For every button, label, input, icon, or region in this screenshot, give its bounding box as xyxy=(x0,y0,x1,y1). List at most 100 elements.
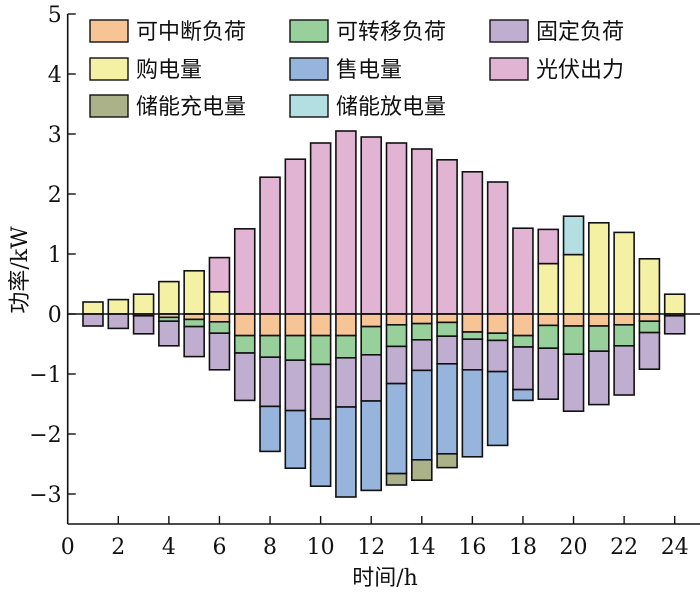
x-tick-label: 6 xyxy=(212,535,226,560)
y-tick-label: 3 xyxy=(48,123,62,148)
legend-label: 可转移负荷 xyxy=(336,20,446,45)
bar-segment xyxy=(158,280,180,315)
bar-segment xyxy=(309,418,332,487)
legend-swatch xyxy=(289,19,329,43)
bar-segment xyxy=(436,362,458,455)
bar-segment xyxy=(512,227,534,315)
y-tick-label: 5 xyxy=(48,3,62,28)
x-tick-label: 18 xyxy=(509,535,537,560)
y-tick-label: 2 xyxy=(48,183,62,208)
bar-segment xyxy=(259,176,281,315)
legend-swatch xyxy=(89,19,129,43)
bar-segment xyxy=(360,136,383,315)
bar-segment xyxy=(537,347,560,401)
bar-segment xyxy=(309,142,332,315)
bar-segment xyxy=(385,313,408,326)
bar-segment xyxy=(208,256,231,293)
bar-segment xyxy=(638,320,661,334)
bar-segment xyxy=(537,324,560,349)
bar-segment xyxy=(663,314,686,335)
bar-segment xyxy=(512,346,534,391)
bar-segment xyxy=(486,181,509,315)
bar-segment xyxy=(410,338,433,372)
bar-segment xyxy=(385,142,408,315)
legend-label: 固定负荷 xyxy=(536,20,624,45)
bar-segment xyxy=(385,472,408,486)
bar-segment xyxy=(537,228,560,265)
bar-segment xyxy=(360,400,383,492)
x-axis-label: 时间/h xyxy=(352,566,418,591)
bar-segment xyxy=(562,325,585,356)
bar-segment xyxy=(562,353,585,413)
y-tick-label: −2 xyxy=(29,423,61,448)
legend-swatch xyxy=(89,94,129,118)
bar-segment xyxy=(410,458,433,481)
bar-segment xyxy=(461,368,484,458)
bar-segment xyxy=(613,231,635,315)
bar-segment xyxy=(284,359,307,412)
bar-segment xyxy=(183,325,205,358)
bar-segment xyxy=(233,313,256,337)
bar-segment xyxy=(486,339,509,373)
bar-segment xyxy=(562,215,585,256)
legend-label: 储能充电量 xyxy=(136,95,246,120)
bar-segment xyxy=(537,262,560,315)
x-tick-label: 0 xyxy=(61,535,75,560)
legend-label: 储能放电量 xyxy=(336,95,446,120)
bar-segment xyxy=(663,293,686,315)
bar-segment xyxy=(486,370,509,447)
bar-segment xyxy=(284,313,307,337)
bar-segment xyxy=(309,313,332,337)
bar-segment xyxy=(588,350,610,406)
legend-swatch xyxy=(289,57,329,81)
y-tick-label: 0 xyxy=(48,303,62,328)
bars-group xyxy=(82,130,686,498)
bar-segment xyxy=(410,313,433,325)
y-axis-label: 功率/kW xyxy=(8,226,33,314)
x-tick-label: 12 xyxy=(357,535,385,560)
x-tick-label: 8 xyxy=(263,535,277,560)
bar-segment xyxy=(562,313,585,327)
bar-segment xyxy=(461,338,484,371)
legend-label: 可中断负荷 xyxy=(136,20,246,45)
x-tick-label: 16 xyxy=(458,535,486,560)
legend-swatch xyxy=(489,57,529,81)
legend-swatch xyxy=(289,94,329,118)
bar-segment xyxy=(259,313,281,337)
bar-segment xyxy=(436,335,458,365)
bar-segment xyxy=(284,158,307,315)
legend-swatch xyxy=(489,19,529,43)
bar-segment xyxy=(385,382,408,475)
bar-segment xyxy=(259,334,281,359)
x-tick-label: 20 xyxy=(560,535,588,560)
bar-segment xyxy=(588,325,610,353)
bar-segment xyxy=(537,313,560,327)
bar-segment xyxy=(208,320,231,334)
bar-segment xyxy=(284,409,307,470)
bar-segment xyxy=(512,313,534,337)
bar-segment xyxy=(512,388,534,402)
bar-segment xyxy=(183,318,205,328)
bar-segment xyxy=(436,452,458,469)
bar-segment xyxy=(335,334,357,359)
legend-label: 购电量 xyxy=(136,58,202,83)
legend-label: 售电量 xyxy=(336,58,402,83)
bar-segment xyxy=(410,322,433,341)
bar-segment xyxy=(309,363,332,420)
bar-segment xyxy=(512,334,534,348)
y-tick-label: 4 xyxy=(48,63,62,88)
bar-segment xyxy=(436,313,458,324)
x-tick-label: 14 xyxy=(408,535,436,560)
bar-segment xyxy=(284,334,307,362)
bar-segment xyxy=(638,313,661,322)
bar-segment xyxy=(410,369,433,461)
bar-segment xyxy=(208,332,231,371)
bar-segment xyxy=(360,353,383,402)
bar-segment xyxy=(183,313,205,321)
x-tick-label: 4 xyxy=(162,535,176,560)
bar-segment xyxy=(588,222,610,315)
x-tick-label: 22 xyxy=(610,535,638,560)
bar-segment xyxy=(309,334,332,366)
